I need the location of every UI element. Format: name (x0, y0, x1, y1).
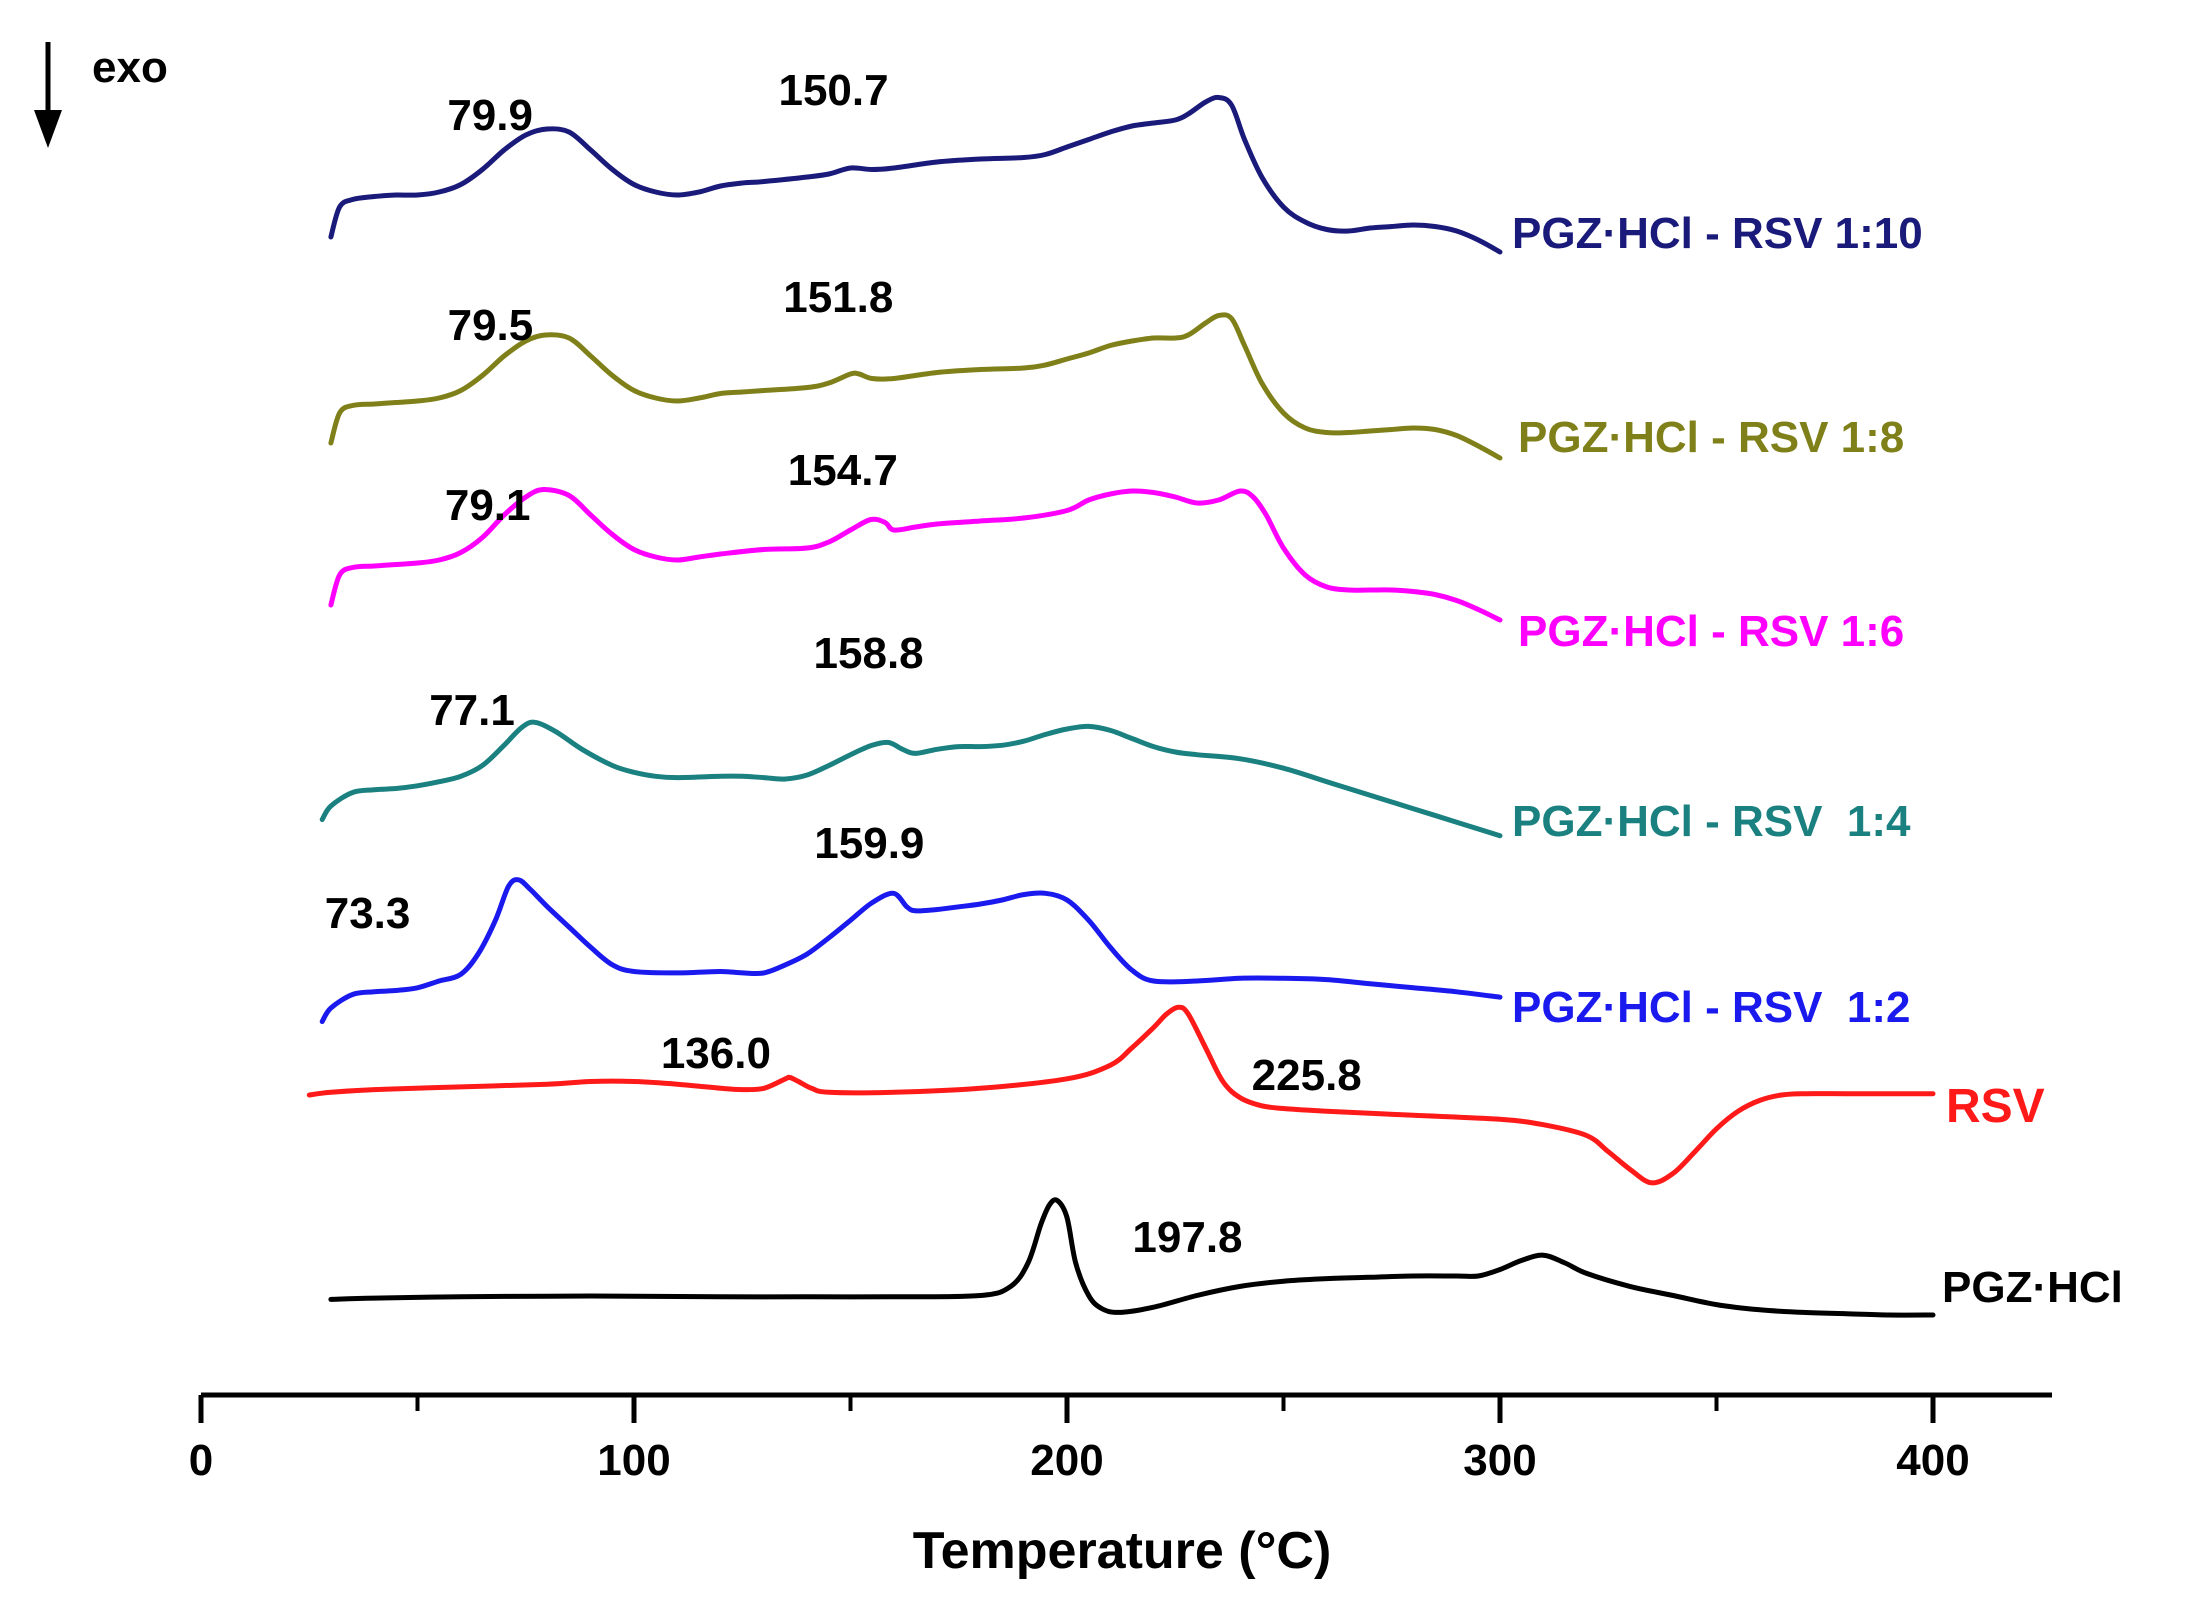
series-name-label: PGZ·HCl (1942, 1263, 2123, 1312)
exo-arrow-icon (34, 42, 62, 148)
peak-labels-group: 79.9 150.7 79.5 151.8 79.1 154.7 77.1 158.8 73.3… (325, 66, 1362, 1262)
x-tick-label: 100 (597, 1436, 670, 1485)
series-name-label: PGZ·HCl - RSV 1:8 (1518, 413, 1904, 462)
series-name-label: PGZ·HCl - RSV 1:6 (1518, 607, 1904, 656)
x-tick-label: 0 (189, 1436, 213, 1485)
peak-label: 151.8 (783, 273, 893, 322)
series-line (306, 1004, 1936, 1186)
x-axis-tick-labels: 0 100 200 300 400 (189, 1436, 1970, 1485)
series-line (319, 719, 1503, 839)
peak-label: 150.7 (778, 66, 888, 115)
peak-label: 154.7 (788, 446, 898, 495)
peak-label: 197.8 (1132, 1213, 1242, 1262)
peak-label: 79.9 (447, 91, 533, 140)
exo-label: exo (92, 43, 168, 92)
series-names-group: PGZ·HCl - RSV 1:10 PGZ·HCl - RSV 1:8 PGZ·H… (1512, 209, 2123, 1312)
peak-label: 79.5 (448, 301, 534, 350)
x-tick-label: 200 (1030, 1436, 1103, 1485)
series-name-label: PGZ·HCl - RSV 1:10 (1512, 209, 1923, 258)
series-name-label: PGZ·HCl - RSV 1:4 (1512, 797, 1911, 846)
series-line (319, 877, 1503, 1024)
series-name-label: PGZ·HCl - RSV 1:2 (1512, 983, 1911, 1032)
series-line (328, 1197, 1936, 1318)
peak-label: 136.0 (661, 1029, 771, 1078)
series-name-label: RSV (1946, 1080, 2045, 1133)
peak-label: 79.1 (445, 481, 531, 530)
x-axis-title: Temperature (°C) (913, 1522, 1332, 1580)
peak-label: 225.8 (1252, 1051, 1362, 1100)
peak-label: 77.1 (429, 686, 515, 735)
series-line (328, 94, 1503, 255)
x-tick-label: 300 (1463, 1436, 1536, 1485)
series-line (328, 312, 1503, 461)
peak-label: 158.8 (814, 629, 924, 678)
x-axis-ticks (198, 1395, 1936, 1423)
x-tick-label: 400 (1896, 1436, 1969, 1485)
series-group (306, 94, 1936, 1318)
series-line (328, 486, 1503, 623)
peak-label: 159.9 (814, 819, 924, 868)
peak-label: 73.3 (325, 889, 411, 938)
